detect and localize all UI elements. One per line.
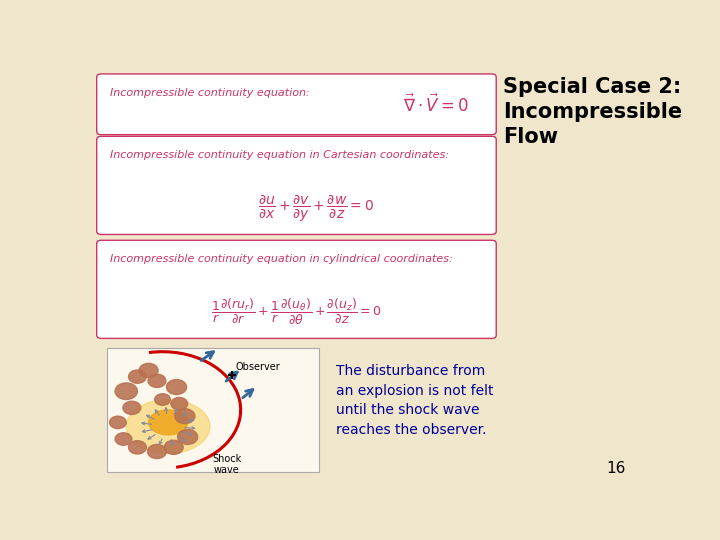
- Text: 16: 16: [606, 462, 626, 476]
- FancyBboxPatch shape: [107, 348, 319, 472]
- Text: $\vec{\nabla} \cdot \vec{V} = 0$: $\vec{\nabla} \cdot \vec{V} = 0$: [403, 93, 469, 116]
- Text: Incompressible continuity equation in Cartesian coordinates:: Incompressible continuity equation in Ca…: [109, 150, 449, 160]
- Circle shape: [115, 383, 138, 400]
- Ellipse shape: [148, 410, 188, 435]
- Circle shape: [178, 429, 198, 444]
- Text: Shock
wave: Shock wave: [212, 454, 241, 475]
- Circle shape: [109, 416, 126, 429]
- Circle shape: [155, 394, 171, 406]
- Circle shape: [166, 380, 186, 395]
- Circle shape: [164, 440, 183, 454]
- Text: Incompressible continuity equation:: Incompressible continuity equation:: [109, 87, 310, 98]
- Circle shape: [148, 374, 166, 388]
- Circle shape: [123, 401, 141, 415]
- Text: Special Case 2:
Incompressible
Flow: Special Case 2: Incompressible Flow: [503, 77, 682, 147]
- Circle shape: [171, 397, 188, 410]
- Text: The disturbance from
an explosion is not felt
until the shock wave
reaches the o: The disturbance from an explosion is not…: [336, 364, 493, 437]
- FancyBboxPatch shape: [96, 74, 496, 134]
- Ellipse shape: [126, 400, 210, 454]
- Circle shape: [148, 444, 166, 458]
- FancyBboxPatch shape: [96, 240, 496, 339]
- Text: $\dfrac{\partial u}{\partial x} + \dfrac{\partial v}{\partial y} + \dfrac{\parti: $\dfrac{\partial u}{\partial x} + \dfrac…: [258, 193, 374, 224]
- Circle shape: [139, 363, 158, 377]
- Text: Incompressible continuity equation in cylindrical coordinates:: Incompressible continuity equation in cy…: [109, 254, 452, 264]
- Text: $\dfrac{1}{r}\dfrac{\partial(ru_r)}{\partial r} + \dfrac{1}{r}\dfrac{\partial(u_: $\dfrac{1}{r}\dfrac{\partial(ru_r)}{\par…: [211, 297, 382, 327]
- Circle shape: [115, 433, 132, 446]
- FancyBboxPatch shape: [96, 136, 496, 234]
- Circle shape: [128, 441, 146, 454]
- Circle shape: [175, 409, 195, 424]
- Circle shape: [128, 370, 146, 383]
- Text: Observer: Observer: [235, 362, 280, 373]
